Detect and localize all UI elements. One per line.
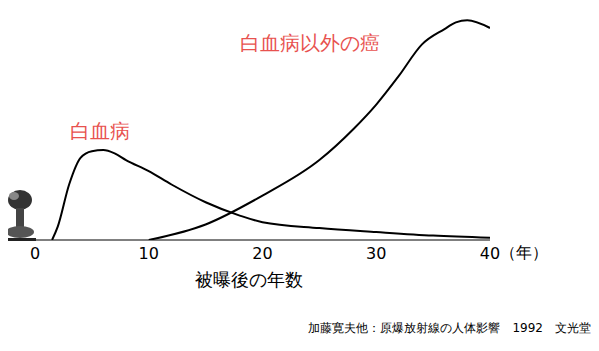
html-text:白血病以外の癌: 白血病以外の癌 [240, 31, 380, 55]
svg-text:30: 30 [366, 244, 386, 263]
svg-text:20: 20 [252, 244, 272, 263]
html-text:白血病: 白血病 [70, 119, 130, 143]
svg-text:0: 0 [30, 244, 40, 263]
html-text:被曝後の年数: 被曝後の年数 [195, 269, 303, 290]
svg-text:10: 10 [139, 244, 159, 263]
html-text:（年）: （年） [500, 243, 548, 262]
html-text:加藤寛夫他：原爆放射線の人体影響 1992 文光堂: 加藤寛夫他：原爆放射線の人体影響 1992 文光堂 [308, 321, 591, 335]
svg-text:40: 40 [480, 244, 500, 263]
